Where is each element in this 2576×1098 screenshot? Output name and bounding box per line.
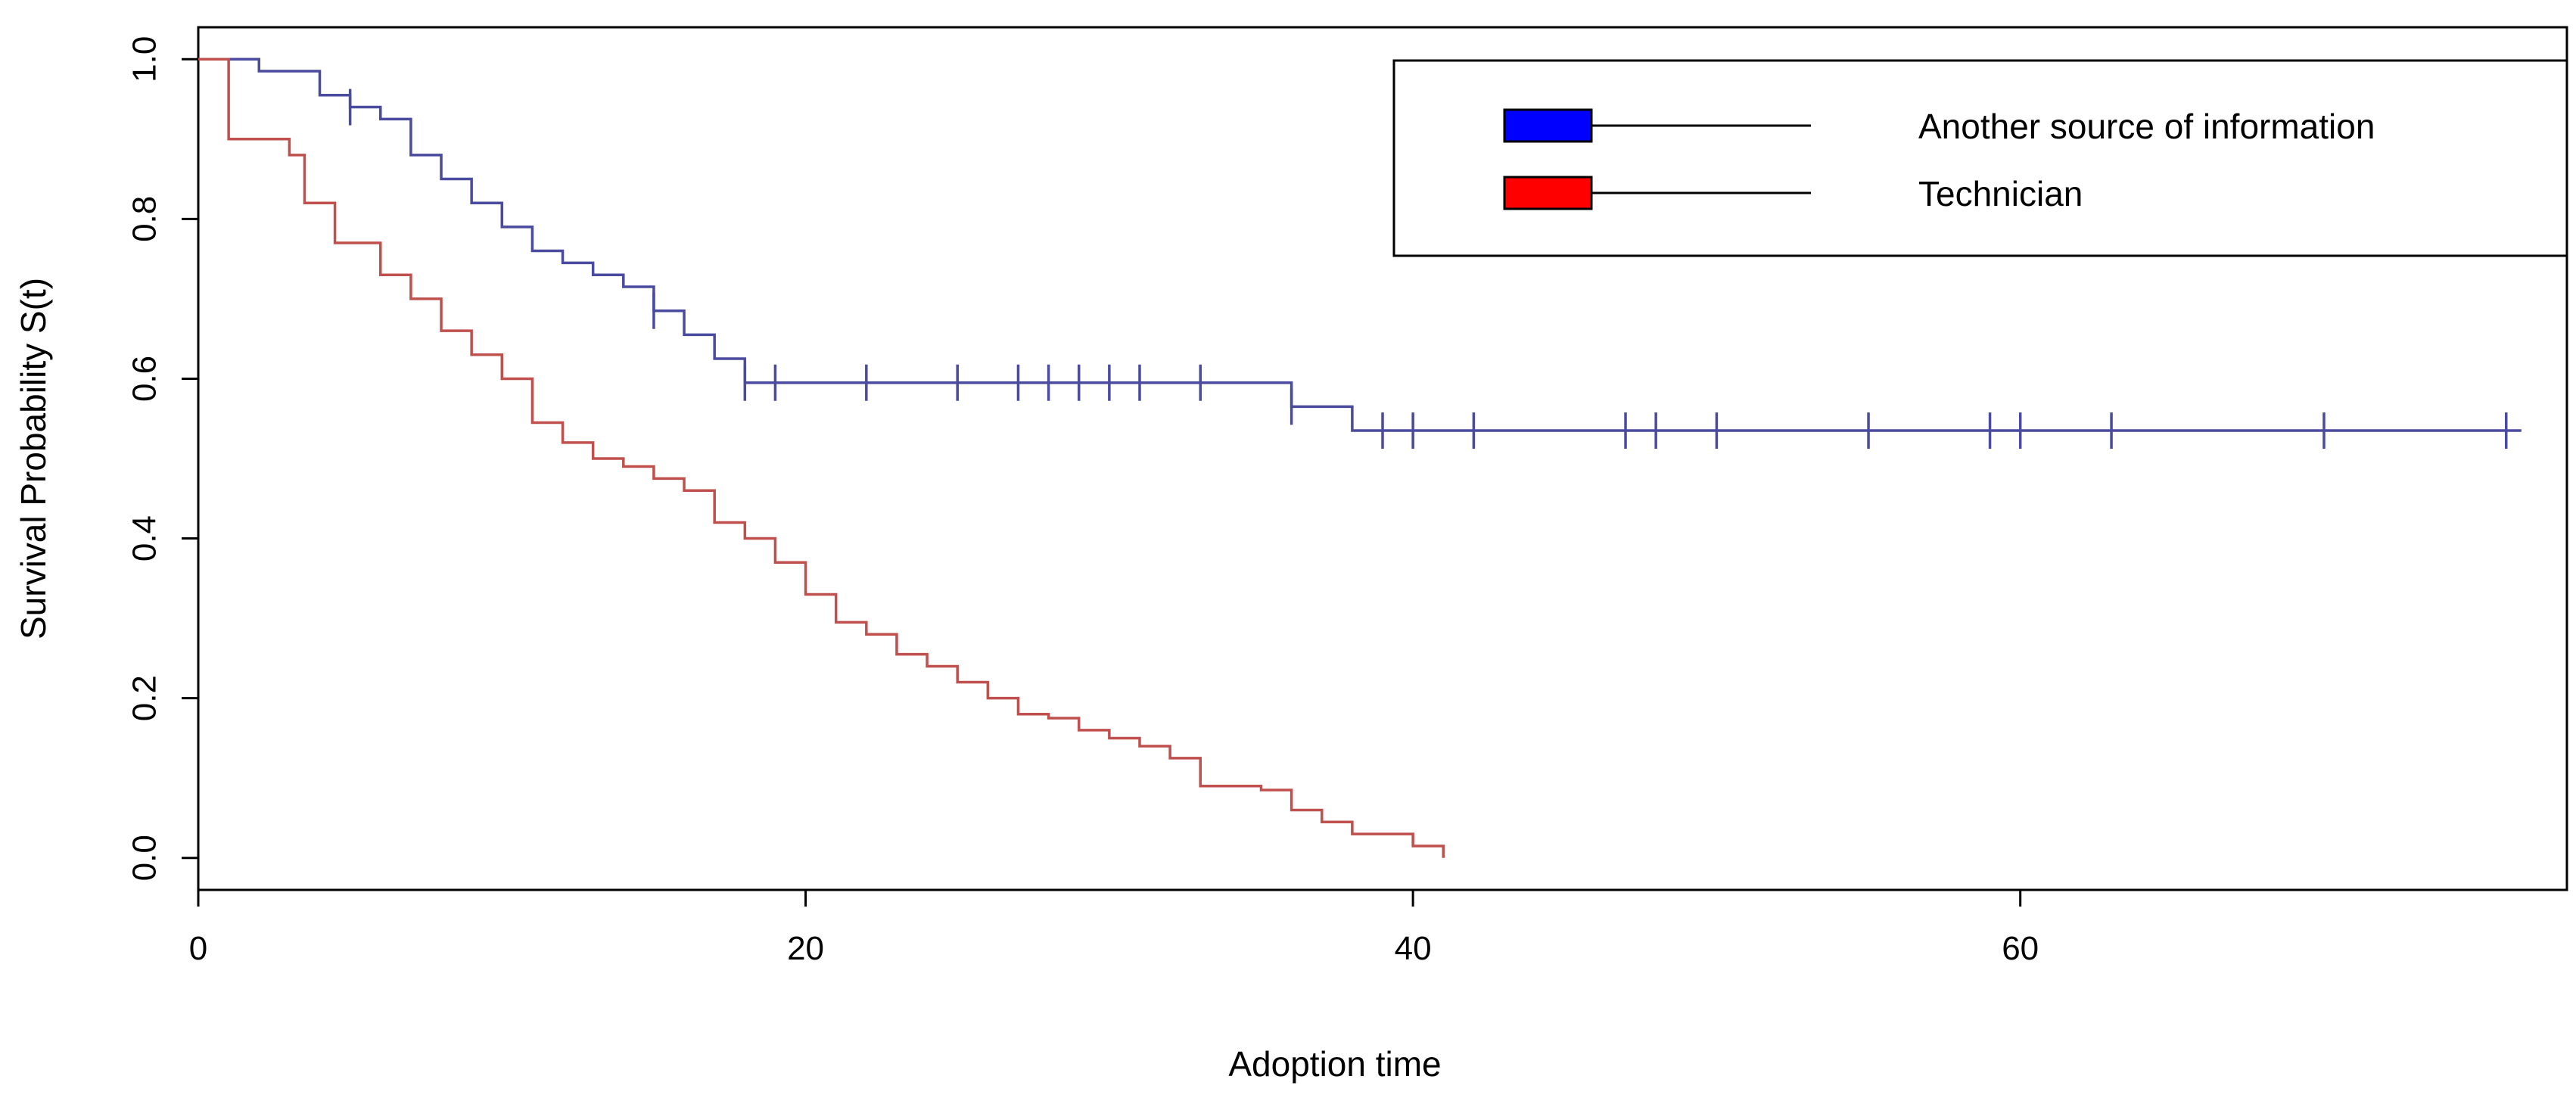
y-tick-label: 1.0 (126, 36, 163, 82)
legend-swatch-technician (1503, 176, 1593, 210)
x-tick-label: 40 (1395, 930, 1432, 967)
y-tick-label: 0.6 (126, 356, 163, 402)
x-axis: 0 20 40 60 (189, 890, 2039, 967)
legend: Another source of information Technician (1392, 59, 2568, 257)
y-tick-label: 0.8 (126, 196, 163, 242)
series-layer (198, 58, 2522, 858)
legend-label-another-source: Another source of information (1918, 107, 2375, 146)
series-line-technician (198, 58, 1445, 858)
y-tick-label: 0.2 (126, 675, 163, 721)
x-tick-label: 0 (189, 930, 207, 967)
legend-swatch-another-source (1503, 108, 1593, 143)
y-tick-label: 0.4 (126, 515, 163, 561)
x-tick-label: 20 (787, 930, 824, 967)
y-tick-label: 0.0 (126, 835, 163, 881)
legend-label-technician: Technician (1918, 174, 2083, 213)
x-axis-title: Adoption time (1228, 1044, 1441, 1084)
y-axis: 0.0 0.2 0.4 0.6 0.8 1.0 (126, 36, 200, 881)
legend-box (1392, 59, 2568, 257)
y-axis-title: Survival Probability S(t) (14, 278, 53, 639)
x-tick-label: 60 (2002, 930, 2039, 967)
series-line-another-source-of-information (198, 58, 2522, 432)
